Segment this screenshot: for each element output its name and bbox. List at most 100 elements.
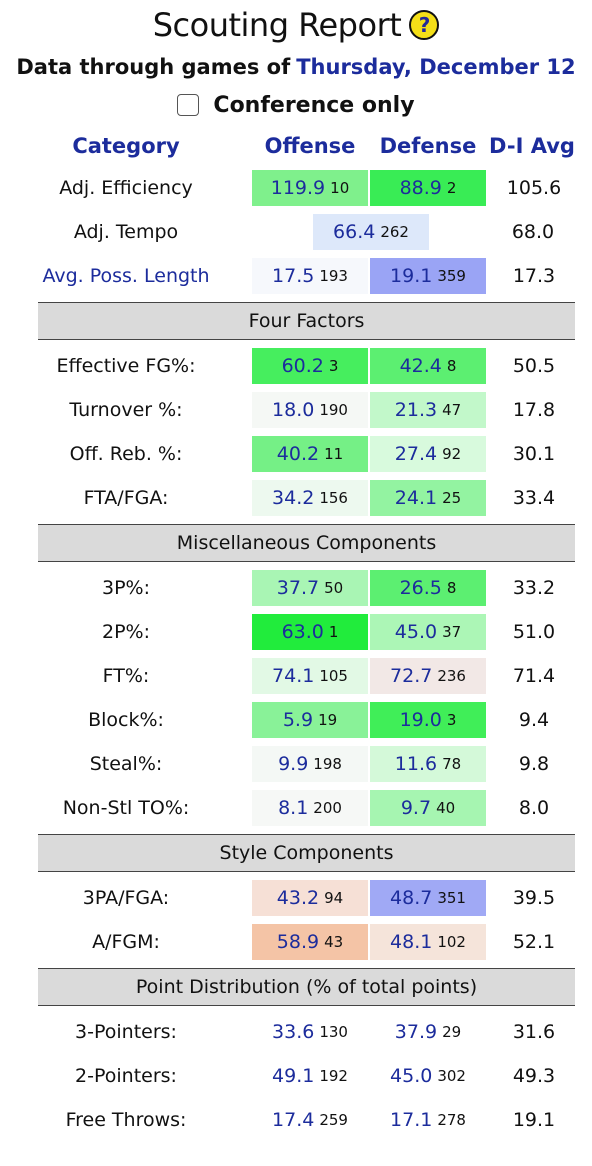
defense-rank: 278 xyxy=(437,1111,466,1129)
help-icon[interactable]: ? xyxy=(409,10,440,40)
defense-cell: 88.9 2 xyxy=(370,170,486,206)
offense-value[interactable]: 18.0 xyxy=(272,399,315,421)
conference-only-toggle[interactable]: Conference only xyxy=(0,84,592,126)
avg-poss-length-link[interactable]: Avg. Poss. Length xyxy=(42,265,210,287)
offense-value[interactable]: 5.9 xyxy=(282,709,314,731)
defense-rank: 25 xyxy=(442,489,462,507)
header-category[interactable]: Category xyxy=(0,134,252,158)
offense-rank: 259 xyxy=(319,1111,348,1129)
offense-value[interactable]: 40.2 xyxy=(276,443,320,465)
offense-value[interactable]: 17.4 xyxy=(272,1109,315,1131)
offense-value[interactable]: 58.9 xyxy=(276,931,320,953)
di-average: 51.0 xyxy=(512,621,556,643)
offense-cell: 58.9 43 xyxy=(252,924,368,960)
defense-cell: 11.6 78 xyxy=(370,746,486,782)
defense-value[interactable]: 45.0 xyxy=(390,1065,433,1087)
stat-label: Adj. Efficiency xyxy=(59,177,193,199)
offense-cell: 8.1 200 xyxy=(252,790,368,826)
di-average: 105.6 xyxy=(506,177,562,199)
offense-value[interactable]: 43.2 xyxy=(276,887,320,909)
offense-cell: 63.0 1 xyxy=(252,614,368,650)
defense-rank: 359 xyxy=(437,267,466,285)
defense-rank: 236 xyxy=(437,667,466,685)
offense-cell: 40.2 11 xyxy=(252,436,368,472)
di-average: 71.4 xyxy=(512,665,556,687)
header-di-avg[interactable]: D-I Avg xyxy=(489,134,575,158)
point-rows: 3-Pointers: 33.6 130 37.9 29 31.6 2-Pointers: 4… xyxy=(0,1010,592,1142)
offense-cell: 60.2 3 xyxy=(252,348,368,384)
di-average: 31.6 xyxy=(512,1021,556,1043)
offense-rank: 105 xyxy=(319,667,348,685)
defense-value[interactable]: 72.7 xyxy=(390,665,433,687)
offense-value[interactable]: 33.6 xyxy=(272,1021,315,1043)
offense-value[interactable]: 37.7 xyxy=(276,577,320,599)
defense-rank: 40 xyxy=(436,799,456,817)
offense-cell: 119.9 10 xyxy=(252,170,368,206)
four-factors-rows: Effective FG%: 60.2 3 42.4 8 50.5 Turnover %: 1… xyxy=(0,344,592,520)
di-average: 30.1 xyxy=(512,443,556,465)
offense-value[interactable]: 63.0 xyxy=(281,621,324,643)
conference-only-checkbox[interactable] xyxy=(177,94,200,116)
di-average: 68.0 xyxy=(511,221,555,243)
stat-label: 2-Pointers: xyxy=(75,1065,177,1087)
offense-rank: 156 xyxy=(319,489,348,507)
offense-value[interactable]: 34.2 xyxy=(272,487,315,509)
defense-rank: 302 xyxy=(437,1067,466,1085)
defense-rank: 351 xyxy=(437,889,466,907)
tempo-value[interactable]: 66.4 xyxy=(333,221,376,243)
offense-value[interactable]: 60.2 xyxy=(281,355,324,377)
defense-value[interactable]: 48.1 xyxy=(390,931,433,953)
offense-value[interactable]: 9.9 xyxy=(278,753,309,775)
defense-rank: 37 xyxy=(442,623,462,641)
defense-cell: 72.7 236 xyxy=(370,658,486,694)
table-row: 3P%: 37.7 50 26.5 8 33.2 xyxy=(0,566,592,610)
offense-value[interactable]: 119.9 xyxy=(270,177,326,199)
defense-value[interactable]: 37.9 xyxy=(394,1021,438,1043)
defense-cell: 19.1 359 xyxy=(370,258,486,294)
table-row: 2-Pointers: 49.1 192 45.0 302 49.3 xyxy=(0,1054,592,1098)
defense-value[interactable]: 45.0 xyxy=(394,621,438,643)
defense-value[interactable]: 9.7 xyxy=(400,797,432,819)
misc-rows: 3P%: 37.7 50 26.5 8 33.2 2P%: 63.0 1 45.0 37 51.0 FT… xyxy=(0,566,592,830)
offense-rank: 190 xyxy=(319,401,348,419)
defense-cell: 26.5 8 xyxy=(370,570,486,606)
offense-value[interactable]: 49.1 xyxy=(272,1065,315,1087)
defense-cell: 24.1 25 xyxy=(370,480,486,516)
di-average: 9.8 xyxy=(518,753,550,775)
defense-rank: 47 xyxy=(442,401,462,419)
defense-cell: 48.7 351 xyxy=(370,880,486,916)
offense-value[interactable]: 74.1 xyxy=(272,665,315,687)
di-average: 33.4 xyxy=(512,487,556,509)
offense-rank: 10 xyxy=(330,179,350,197)
stat-label: Block%: xyxy=(88,709,164,731)
defense-value[interactable]: 48.7 xyxy=(390,887,433,909)
defense-value[interactable]: 19.1 xyxy=(390,265,433,287)
defense-rank: 2 xyxy=(446,179,457,197)
offense-rank: 94 xyxy=(324,889,344,907)
defense-value[interactable]: 24.1 xyxy=(394,487,438,509)
defense-value[interactable]: 11.6 xyxy=(394,753,438,775)
table-row: Effective FG%: 60.2 3 42.4 8 50.5 xyxy=(0,344,592,388)
di-average: 39.5 xyxy=(512,887,556,909)
header-defense[interactable]: Defense xyxy=(379,134,477,158)
defense-value[interactable]: 88.9 xyxy=(399,177,442,199)
di-average: 52.1 xyxy=(512,931,556,953)
offense-value[interactable]: 8.1 xyxy=(278,797,309,819)
tempo-cell: 66.4 262 xyxy=(313,214,429,250)
data-through-date-link[interactable]: Thursday, December 12 xyxy=(296,55,576,79)
defense-rank: 29 xyxy=(442,1023,462,1041)
defense-value[interactable]: 27.4 xyxy=(394,443,438,465)
defense-rank: 8 xyxy=(446,357,457,375)
stat-label: 2P%: xyxy=(101,621,150,643)
offense-value[interactable]: 17.5 xyxy=(272,265,315,287)
header-offense[interactable]: Offense xyxy=(264,134,356,158)
defense-value[interactable]: 42.4 xyxy=(399,355,442,377)
defense-rank: 78 xyxy=(442,755,462,773)
stat-label: 3-Pointers: xyxy=(75,1021,177,1043)
defense-value[interactable]: 17.1 xyxy=(390,1109,433,1131)
defense-value[interactable]: 21.3 xyxy=(394,399,438,421)
defense-value[interactable]: 26.5 xyxy=(399,577,442,599)
section-style-components: Style Components xyxy=(38,834,575,872)
defense-rank: 8 xyxy=(446,579,457,597)
defense-value[interactable]: 19.0 xyxy=(399,709,442,731)
